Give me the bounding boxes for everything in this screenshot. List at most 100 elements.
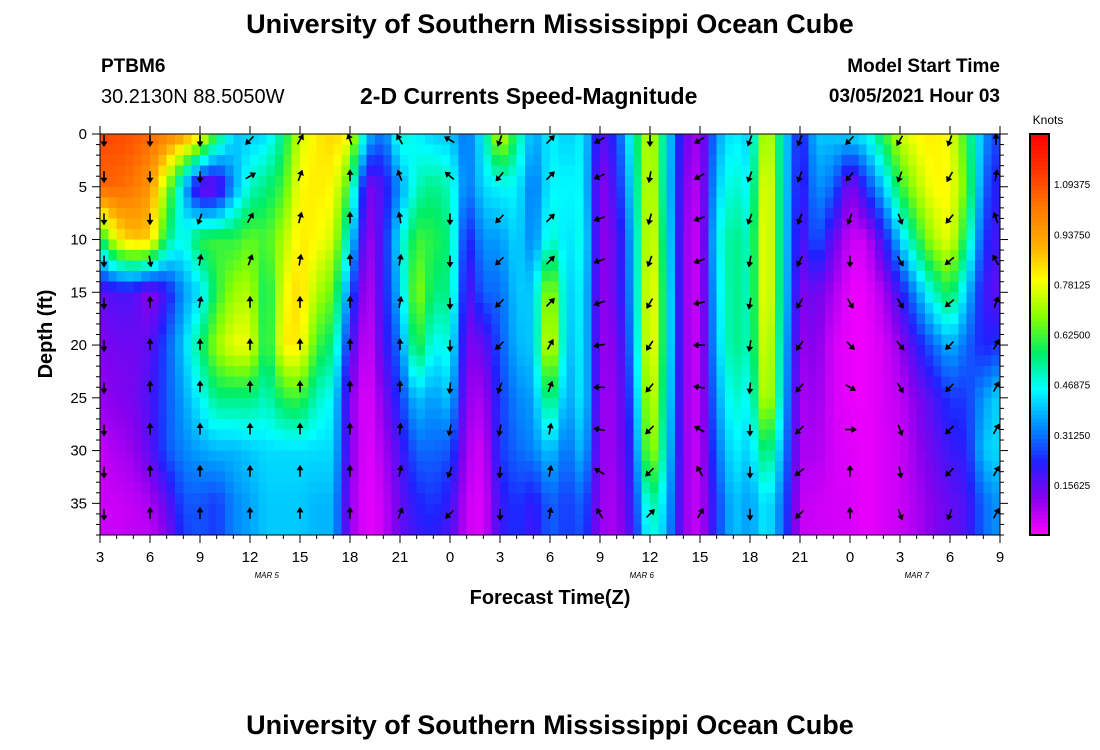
heatmap-cell	[300, 134, 309, 146]
heatmap-cell	[766, 461, 776, 473]
heatmap-cell	[950, 207, 959, 220]
heatmap-cell	[441, 334, 451, 346]
heatmap-cell	[733, 165, 743, 177]
heatmap-cell	[983, 323, 993, 336]
x-tick-label: 15	[292, 549, 309, 566]
heatmap-cell	[791, 302, 801, 314]
heatmap-cell	[850, 260, 859, 272]
heatmap-cell	[566, 155, 576, 167]
heatmap-cell	[891, 155, 901, 167]
heatmap-cell	[283, 218, 293, 230]
heatmap-cell	[483, 228, 493, 241]
heatmap-cell	[591, 144, 601, 156]
heatmap-cell	[458, 218, 468, 230]
heatmap-cell	[841, 461, 851, 473]
heatmap-cell	[408, 260, 418, 272]
heatmap-cell	[291, 387, 301, 399]
heatmap-cell	[966, 345, 976, 357]
heatmap-cell	[550, 292, 559, 304]
heatmap-cell	[375, 165, 384, 177]
heatmap-cell	[658, 461, 668, 473]
colorbar-swatch	[1030, 270, 1049, 275]
heatmap-cell	[383, 397, 393, 409]
heatmap-cell	[858, 482, 868, 494]
heatmap-cell	[225, 134, 234, 146]
heatmap-cell	[225, 228, 234, 241]
heatmap-cell	[583, 176, 593, 188]
heatmap-cell	[741, 260, 751, 272]
heatmap-cell	[650, 144, 659, 156]
heatmap-cell	[200, 313, 209, 325]
heatmap-cell	[150, 165, 159, 177]
heatmap-cell	[416, 260, 426, 272]
heatmap-cell	[175, 207, 184, 220]
heatmap-cell	[908, 408, 918, 420]
heatmap-cell	[800, 155, 809, 167]
heatmap-cell	[583, 197, 593, 209]
heatmap-cell	[991, 387, 1001, 399]
heatmap-cell	[358, 366, 368, 378]
current-arrow	[245, 172, 257, 180]
heatmap-cell	[383, 387, 393, 399]
heatmap-cell	[333, 134, 343, 146]
heatmap-cell	[400, 250, 409, 262]
heatmap-cell	[941, 207, 951, 220]
heatmap-cell	[650, 450, 659, 462]
heatmap-cell	[850, 482, 859, 494]
heatmap-cell	[416, 323, 426, 336]
heatmap-cell	[583, 503, 593, 515]
heatmap-cell	[708, 218, 718, 230]
heatmap-cell	[291, 471, 301, 483]
heatmap-cell	[475, 313, 484, 325]
heatmap-cell	[608, 334, 618, 346]
heatmap-cell	[916, 228, 926, 241]
heatmap-cell	[216, 155, 226, 167]
heatmap-cell	[716, 418, 726, 431]
heatmap-cell	[741, 134, 751, 146]
heatmap-cell	[391, 524, 401, 536]
heatmap-cell	[683, 408, 693, 420]
heatmap-cell	[766, 418, 776, 431]
heatmap-cell	[391, 250, 401, 262]
heatmap-cell	[858, 408, 868, 420]
station-id: PTBM6	[101, 56, 166, 77]
heatmap-cell	[566, 271, 576, 283]
heatmap-cell	[583, 155, 593, 167]
heatmap-cell	[766, 482, 776, 494]
heatmap-cell	[475, 228, 484, 241]
heatmap-cell	[366, 134, 376, 146]
heatmap-cell	[108, 271, 118, 283]
heatmap-cell	[366, 461, 376, 473]
heatmap-cell	[366, 250, 376, 262]
heatmap-cell	[808, 207, 818, 220]
heatmap-cell	[616, 165, 626, 177]
heatmap-cell	[941, 334, 951, 346]
heatmap-cell	[733, 440, 743, 452]
heatmap-cell	[608, 271, 618, 283]
heatmap-cell	[733, 207, 743, 220]
heatmap-cell	[491, 524, 501, 536]
colorbar-swatch	[1030, 430, 1049, 436]
heatmap-cell	[391, 313, 401, 325]
heatmap-cell	[400, 387, 409, 399]
heatmap-cell	[341, 323, 351, 336]
heatmap-cell	[525, 440, 534, 452]
heatmap-cell	[700, 134, 709, 146]
heatmap-cell	[533, 345, 543, 357]
heatmap-cell	[325, 155, 334, 167]
heatmap-cell	[658, 387, 668, 399]
heatmap-cell	[333, 260, 343, 272]
heatmap-cell	[366, 207, 376, 220]
heatmap-cell	[608, 323, 618, 336]
heatmap-cell	[225, 429, 234, 441]
heatmap-cell	[883, 471, 893, 483]
heatmap-cell	[616, 334, 626, 346]
heatmap-cell	[733, 250, 743, 262]
heatmap-cell	[866, 207, 876, 220]
heatmap-cell	[900, 397, 909, 409]
heatmap-cell	[791, 387, 801, 399]
heatmap-cell	[725, 461, 734, 473]
heatmap-cell	[508, 492, 518, 504]
heatmap-cell	[975, 186, 984, 198]
heatmap-cell	[150, 186, 159, 198]
